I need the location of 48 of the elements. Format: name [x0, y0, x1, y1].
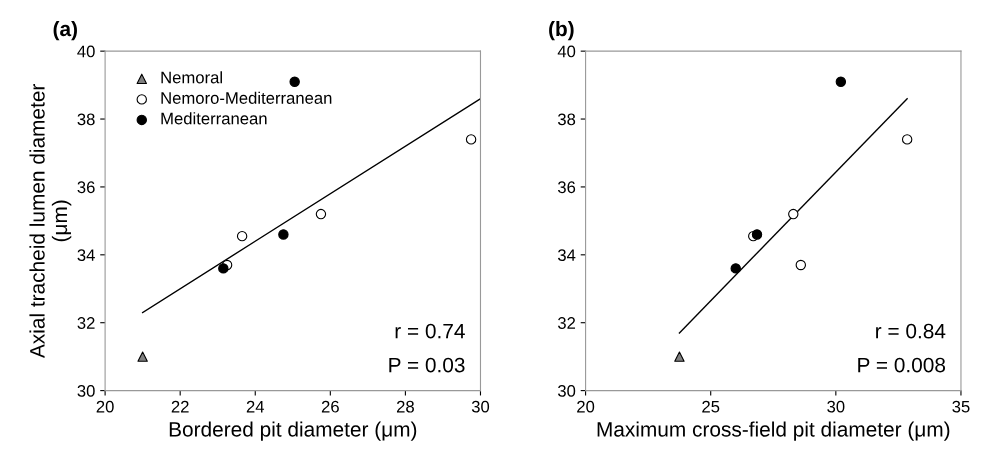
y-tick-label: 34: [557, 249, 576, 262]
x-tick-label: 26: [321, 400, 339, 413]
point: [901, 134, 913, 145]
annotation: r = 0.74: [395, 323, 465, 339]
x-tick-label: 20: [96, 400, 114, 413]
point: [674, 351, 685, 362]
x-tick-label: 22: [171, 400, 189, 413]
annotation: r = 0.84: [876, 323, 946, 339]
x-axis-title: Maximum cross-field pit diameter (μm): [597, 421, 950, 441]
point: [137, 351, 148, 362]
y-tick-label: 36: [77, 181, 95, 194]
point: [730, 263, 741, 274]
x-tick-label: 20: [577, 400, 595, 413]
y-tick-label: 38: [557, 113, 576, 126]
x-tick-label: 28: [396, 400, 414, 413]
point: [278, 229, 289, 240]
y-axis-title: Axial tracheid lumen diameter (μm): [29, 84, 72, 359]
x-tick-label: 24: [246, 400, 265, 413]
x-axis-title: Bordered pit diameter (μm): [169, 421, 417, 441]
legend-label: Mediterranean: [161, 112, 267, 125]
x-tick-label: 25: [702, 400, 720, 413]
y-tick-label: 40: [77, 45, 95, 58]
x-tick-label: 30: [471, 400, 490, 413]
point: [236, 230, 248, 242]
y-tick-label: 32: [557, 317, 576, 329]
y-tick-label: 36: [557, 181, 576, 194]
point: [751, 229, 763, 240]
y-tick-label: 30: [77, 385, 95, 397]
y-tick-label: 34: [77, 249, 95, 262]
annotation: P = 0.008: [858, 357, 946, 373]
point: [289, 76, 300, 87]
point: [465, 134, 477, 145]
y-tick-label: 30: [557, 385, 576, 397]
chart-title: (b): [549, 20, 574, 41]
point: [795, 259, 807, 271]
annotation: P = 0.03: [389, 357, 465, 373]
point: [218, 263, 229, 274]
chart-title: (a): [53, 20, 77, 41]
legend-label: Nemoral: [161, 71, 222, 84]
x-tick-label: 30: [827, 400, 845, 413]
point: [788, 208, 799, 220]
point: [315, 208, 327, 220]
y-tick-label: 40: [557, 45, 576, 58]
y-tick-label: 38: [77, 113, 95, 126]
x-tick-label: 35: [952, 400, 970, 413]
legend-label: Nemoro-Mediterranean: [161, 91, 332, 104]
y-tick-label: 32: [77, 317, 95, 329]
point: [835, 76, 847, 87]
